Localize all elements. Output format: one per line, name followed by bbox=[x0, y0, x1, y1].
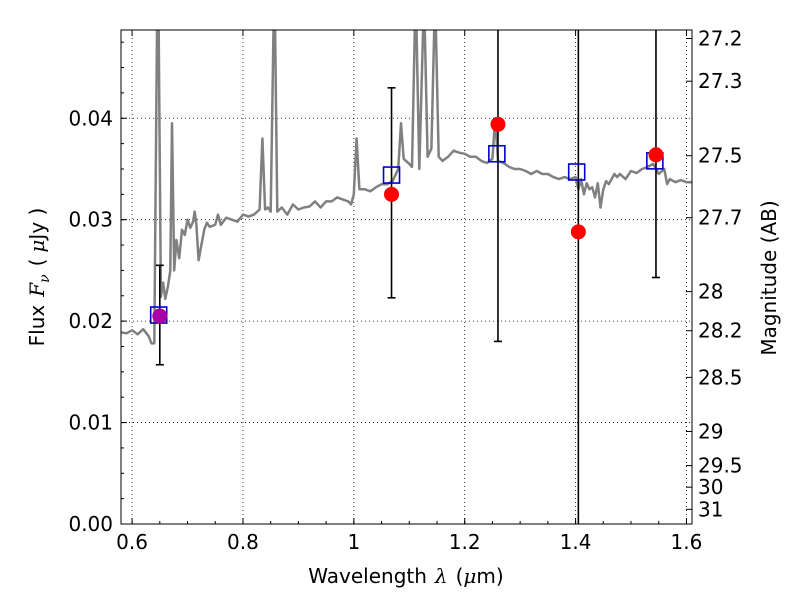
x-axis-label: Wavelength λ (μm) bbox=[308, 564, 503, 588]
mag-tick-label: 27.3 bbox=[698, 69, 743, 93]
x-tick-label: 1.4 bbox=[560, 530, 592, 554]
y-tick-label: 0.03 bbox=[68, 208, 113, 232]
spectrum-line bbox=[121, 30, 692, 345]
plot-frame bbox=[120, 29, 693, 525]
x-tick-label: 1.2 bbox=[449, 530, 481, 554]
plot-area bbox=[121, 30, 692, 524]
observed-point bbox=[570, 224, 586, 240]
mag-tick-label: 28.2 bbox=[698, 319, 743, 343]
mag-tick-label: 27.5 bbox=[698, 144, 743, 168]
x-tick-label: 0.8 bbox=[227, 530, 259, 554]
mag-tick-label: 30 bbox=[698, 475, 723, 499]
observed-point bbox=[648, 147, 664, 163]
model-square-marker bbox=[488, 144, 506, 163]
axis-ticks: 0.6 0.8 1 1.2 1.4 1.6 0.00 0.01 0.02 0.03 0.04 27.2… bbox=[68, 26, 742, 554]
observed-point bbox=[490, 116, 506, 132]
model-square-marker bbox=[567, 163, 586, 181]
mag-tick-label: 31 bbox=[698, 497, 723, 521]
y-tick-label: 0.00 bbox=[68, 512, 113, 536]
mag-tick-label: 28 bbox=[698, 280, 723, 304]
x-tick-label: 1.6 bbox=[671, 530, 703, 554]
observed-point bbox=[384, 186, 400, 202]
observed-point bbox=[152, 308, 168, 324]
model-square-marker bbox=[382, 166, 401, 184]
mag-tick-label: 28.5 bbox=[698, 365, 743, 389]
x-tick-label: 1 bbox=[347, 530, 360, 554]
y-tick-label: 0.01 bbox=[68, 411, 113, 435]
y2-axis-label: Magnitude (AB) bbox=[757, 200, 781, 355]
mag-tick-label: 27.2 bbox=[698, 26, 743, 50]
y-tick-label: 0.02 bbox=[68, 309, 113, 333]
grid-lines bbox=[121, 30, 692, 525]
y-axis-label: FluxFν(μJy ) bbox=[25, 208, 53, 347]
mag-tick-label: 29 bbox=[698, 419, 723, 443]
x-tick-label: 0.6 bbox=[116, 530, 148, 554]
y-tick-label: 0.04 bbox=[68, 106, 113, 130]
mag-tick-label: 29.5 bbox=[698, 454, 743, 478]
mag-tick-label: 27.7 bbox=[698, 206, 743, 230]
